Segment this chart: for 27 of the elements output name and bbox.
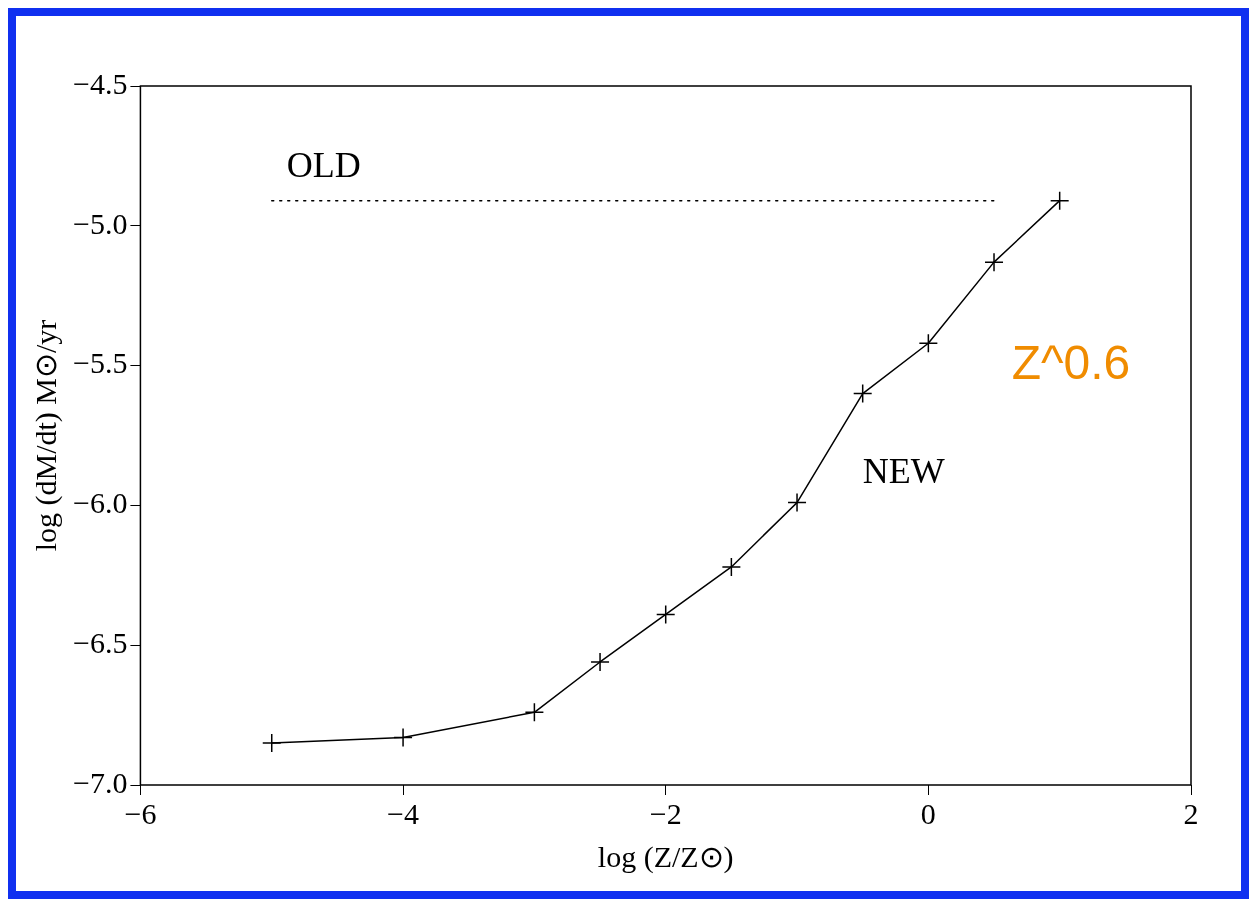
point: [261, 733, 282, 753]
point: [721, 557, 742, 577]
x-tick-label: −4: [387, 796, 420, 830]
point: [787, 492, 807, 513]
point: [852, 383, 873, 404]
series-label: NEW: [862, 451, 945, 492]
y-tick-label: −4.5: [73, 66, 128, 100]
point: [1049, 190, 1070, 211]
point: [393, 727, 413, 748]
x-axis-title: log (Z/Z⊙): [597, 839, 734, 874]
point: [655, 604, 676, 625]
y-tick-label: −6.5: [73, 626, 128, 660]
point: [984, 252, 1004, 272]
annotation: Z^0.6: [1011, 335, 1131, 389]
point: [590, 652, 610, 672]
y-axis-title: log (dM/dt) M⊙/yr: [28, 319, 63, 552]
y-tick-label: −5.5: [73, 346, 128, 380]
y-tick-label: −7.0: [73, 765, 128, 799]
point: [918, 333, 939, 353]
x-tick-label: 2: [1183, 796, 1199, 830]
x-tick-label: 0: [920, 796, 936, 830]
x-tick-label: −2: [649, 796, 682, 830]
y-tick-label: −5.0: [73, 206, 128, 240]
point: [524, 702, 545, 723]
series-label: OLD: [286, 145, 361, 186]
x-tick-label: −6: [124, 796, 157, 830]
y-tick-label: −6.0: [73, 486, 128, 520]
